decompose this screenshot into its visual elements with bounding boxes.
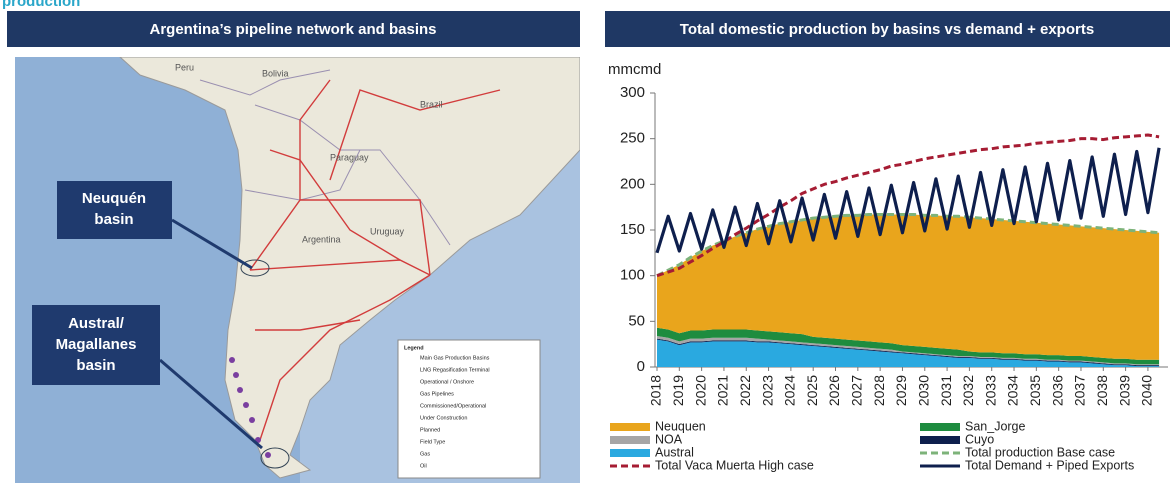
- x-tick-label: 2038: [1094, 375, 1110, 406]
- map-legend: [397, 339, 541, 479]
- x-tick-label: 2019: [670, 375, 686, 406]
- legend-swatch: [610, 436, 650, 444]
- map-legend-item: Commissioned/Operational: [420, 403, 486, 409]
- legend-label: Neuquen: [655, 419, 706, 433]
- x-tick-label: 2035: [1027, 375, 1043, 406]
- legend-label: San_Jorge: [965, 419, 1026, 433]
- legend-label: NOA: [655, 432, 683, 446]
- y-tick-label: 50: [628, 312, 645, 329]
- map-legend-item: Gas: [420, 451, 430, 457]
- legend-label: Austral: [655, 445, 694, 459]
- fields: [229, 357, 271, 458]
- chart-title: Total domestic production by basins vs d…: [680, 21, 1094, 38]
- pipelines: [249, 79, 501, 441]
- neuquen-basin: [240, 259, 270, 277]
- callout-text: Austral/: [68, 315, 125, 332]
- legend-label: Cuyo: [965, 432, 994, 446]
- x-tick-label: 2034: [1005, 375, 1021, 406]
- map-legend-title: Legend: [404, 345, 424, 351]
- map-legend-item: Field Type: [420, 439, 445, 445]
- austral-basin: [260, 447, 290, 469]
- x-tick-label: 2023: [759, 375, 775, 406]
- y-axis-label: mmcmd: [608, 61, 661, 78]
- map-legend-item: Operational / Onshore: [420, 379, 474, 385]
- x-tick-label: 2033: [982, 375, 998, 406]
- page-heading: production: [2, 0, 80, 10]
- line: [655, 147, 1161, 254]
- map-header: [7, 11, 580, 47]
- chart: 0 50 100 150 200 250 300 2018 2019 2020 2021 2022 20…: [610, 84, 1168, 472]
- y-tick-label: 200: [620, 175, 645, 192]
- x-tick-label: 2021: [715, 375, 731, 406]
- x-tick-label: 2027: [849, 375, 865, 406]
- x-tick-label: 2024: [782, 375, 798, 406]
- x-tick-label: 2039: [1116, 375, 1132, 406]
- country-label: Peru: [175, 62, 194, 72]
- y-tick-label: 150: [620, 221, 645, 238]
- line: [656, 133, 1160, 278]
- callout-box: [32, 305, 160, 385]
- area: [657, 214, 1160, 360]
- country-label: Argentina: [302, 234, 341, 244]
- x-tick-label: 2036: [1049, 375, 1065, 406]
- legend-swatch: [610, 449, 650, 457]
- callout-box: [57, 181, 172, 239]
- map-legend-item: Oil: [420, 463, 427, 469]
- callout-text: Magallanes: [56, 336, 137, 353]
- legend-label: Total Vaca Muerta High case: [655, 458, 814, 472]
- map-legend-item: LNG Regasification Terminal: [420, 367, 490, 373]
- chart-header: [605, 11, 1170, 47]
- country-label: Bolivia: [262, 68, 289, 78]
- x-tick-label: 2037: [1072, 375, 1088, 406]
- callout-text: basin: [94, 211, 133, 228]
- x-tick-label: 2025: [804, 375, 820, 406]
- x-tick-label: 2020: [692, 375, 708, 406]
- x-tick-label: 2032: [960, 375, 976, 406]
- area: [657, 338, 1160, 367]
- country-label: Brazil: [420, 99, 443, 109]
- x-tick-label: 2018: [648, 375, 664, 406]
- map-legend-item: Under Construction: [420, 415, 467, 421]
- x-tick-label: 2031: [938, 375, 954, 406]
- callout-text: Neuquén: [82, 190, 146, 207]
- x-tick-label: 2040: [1139, 375, 1155, 406]
- x-tick-label: 2028: [871, 375, 887, 406]
- legend-label: Total Demand + Piped Exports: [965, 458, 1134, 472]
- callout-line: [171, 218, 253, 270]
- area: [657, 339, 1160, 367]
- map-legend-item: Main Gas Production Basins: [420, 355, 490, 361]
- y-tick-label: 300: [620, 84, 645, 101]
- legend-swatch: [610, 423, 650, 431]
- callout-text: basin: [76, 357, 115, 374]
- x-tick-label: 2029: [893, 375, 909, 406]
- callout-line: [159, 358, 263, 450]
- y-tick-label: 0: [637, 358, 645, 375]
- legend-swatch: [920, 436, 960, 444]
- y-tick-label: 250: [620, 130, 645, 147]
- country-label: Uruguay: [370, 226, 405, 236]
- map-legend-item: Gas Pipelines: [420, 391, 454, 397]
- area: [657, 335, 1160, 366]
- x-tick-label: 2022: [737, 375, 753, 406]
- x-tick-label: 2030: [915, 375, 931, 406]
- country-label: Paraguay: [330, 152, 369, 162]
- area: [657, 327, 1160, 365]
- x-tick-label: 2026: [826, 375, 842, 406]
- y-tick-label: 100: [620, 267, 645, 284]
- legend-swatch: [920, 423, 960, 431]
- legend-label: Total production Base case: [965, 445, 1115, 459]
- map-legend-item: Planned: [420, 427, 440, 433]
- map: Peru Bolivia Brazil Paraguay Uruguay Arg…: [15, 57, 580, 483]
- map-title: Argentina’s pipeline network and basins: [150, 21, 437, 38]
- line: [656, 212, 1160, 278]
